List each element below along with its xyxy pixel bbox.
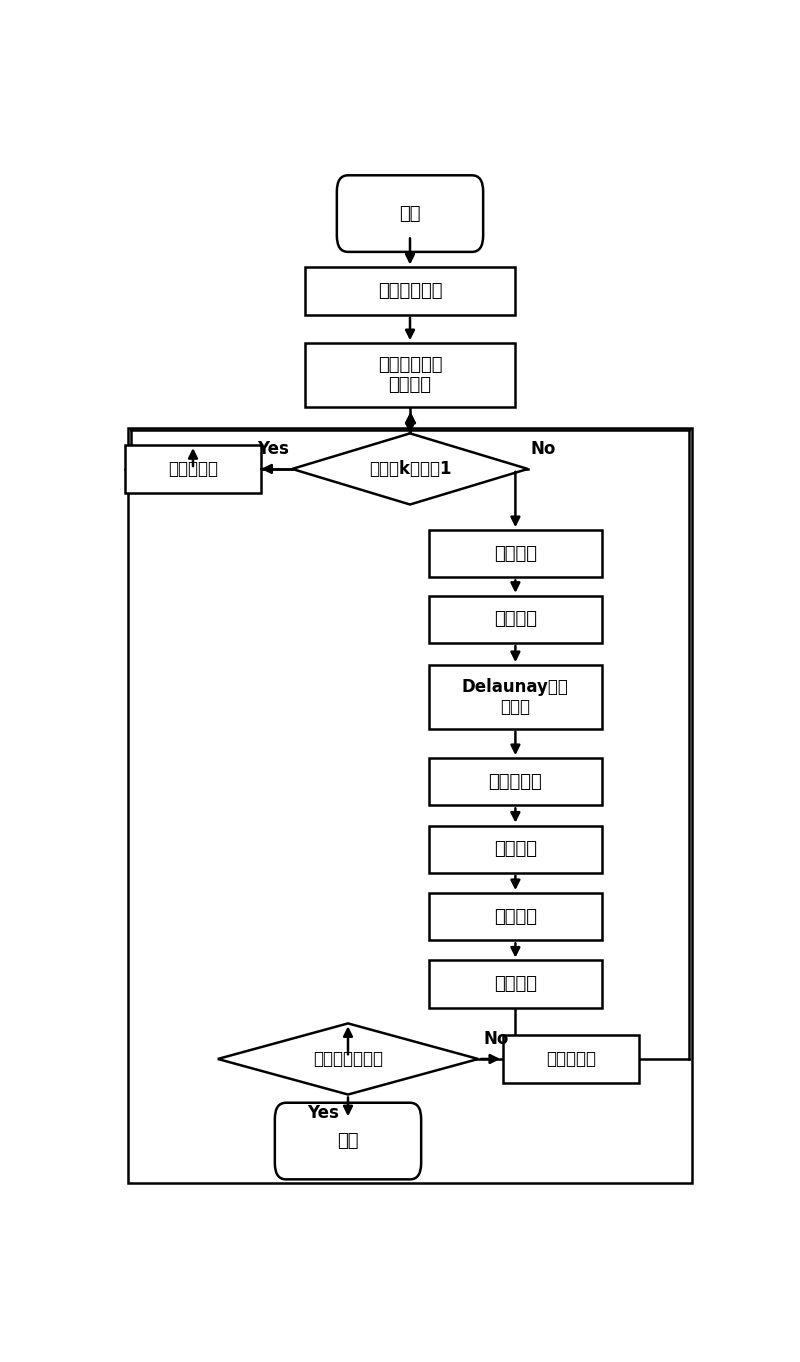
Text: 每一帧细胞标
号初始化: 每一帧细胞标 号初始化 xyxy=(378,355,442,395)
Text: 帧序号递增: 帧序号递增 xyxy=(168,460,218,478)
Text: 轨迹修正: 轨迹修正 xyxy=(494,907,537,926)
Bar xyxy=(128,428,692,1184)
Text: 结束: 结束 xyxy=(338,1132,358,1150)
Text: Delaunay创建
邻域图: Delaunay创建 邻域图 xyxy=(462,677,569,716)
Text: 信息更新: 信息更新 xyxy=(494,975,537,993)
Bar xyxy=(305,343,515,407)
FancyBboxPatch shape xyxy=(275,1103,421,1179)
Text: Yes: Yes xyxy=(307,1103,339,1122)
Bar xyxy=(429,893,602,940)
Text: 区域重叠: 区域重叠 xyxy=(494,545,537,563)
Bar xyxy=(429,595,602,643)
Bar xyxy=(429,825,602,873)
Text: 所有帧是否完成: 所有帧是否完成 xyxy=(313,1050,383,1068)
Text: 拓扑约束法: 拓扑约束法 xyxy=(489,772,542,791)
Polygon shape xyxy=(218,1023,478,1095)
Text: 帧序号k是否为1: 帧序号k是否为1 xyxy=(369,460,451,478)
Text: 细胞图像分割: 细胞图像分割 xyxy=(378,282,442,300)
Text: 开始: 开始 xyxy=(399,204,421,222)
Bar xyxy=(429,530,602,577)
Bar xyxy=(305,267,515,315)
Bar xyxy=(503,1035,639,1083)
Polygon shape xyxy=(292,433,528,504)
Text: No: No xyxy=(483,1030,509,1047)
Text: 暂存轨迹: 暂存轨迹 xyxy=(494,840,537,858)
Text: 帧序号递增: 帧序号递增 xyxy=(546,1050,596,1068)
Text: 蜂窝划分: 蜂窝划分 xyxy=(494,610,537,628)
FancyBboxPatch shape xyxy=(337,176,483,252)
Text: Yes: Yes xyxy=(258,440,289,458)
Bar xyxy=(125,445,261,493)
Text: No: No xyxy=(531,440,556,458)
Bar xyxy=(429,960,602,1008)
Bar xyxy=(429,665,602,729)
Bar xyxy=(429,759,602,805)
